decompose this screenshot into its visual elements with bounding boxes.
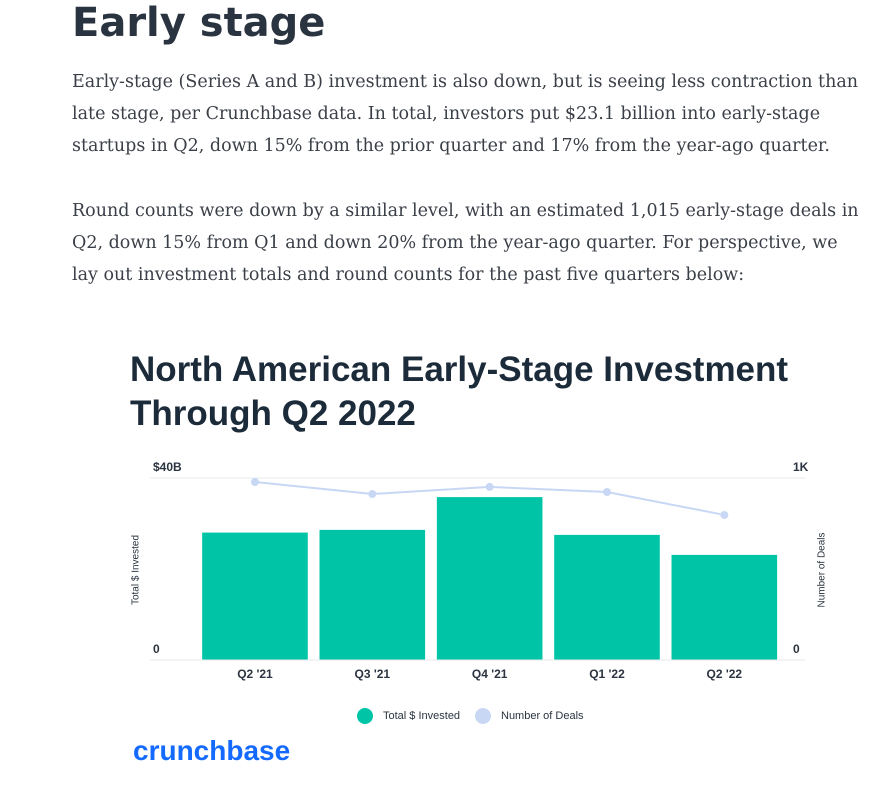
bar [671,554,778,660]
legend-swatch [357,708,373,724]
bar [319,529,426,660]
chart-title: North American Early-Stage Investment Th… [130,350,789,433]
x-tick-label: Q2 '22 [707,667,743,681]
bar [202,532,308,660]
paragraph: Round counts were down by a similar leve… [72,201,859,285]
y-axis-title: Total $ Invested [131,535,142,605]
point [368,490,377,499]
bar [554,534,660,660]
y-tick-label: $40B [153,460,182,474]
chart: 0 $40B 0 1K Total $ Invested Number of Deals Q… [131,460,828,724]
brand-logo: crunchbase [133,735,291,766]
x-tick-label: Q3 '21 [355,667,391,681]
x-tick-label: Q1 '22 [589,667,625,681]
point [602,488,611,497]
y2-tick-label: 0 [793,642,800,656]
point [250,478,259,487]
y2-tick-label: 1K [793,460,809,474]
y2-axis-title: Number of Deals [817,532,828,607]
paragraph: Early-stage (Series A and B) investment … [72,72,859,156]
legend-label: Total $ Invested [383,710,460,722]
legend-swatch [475,708,491,724]
legend-label: Number of Deals [501,710,584,722]
heading: Early stage [72,0,326,46]
y-tick-label: 0 [153,642,160,656]
point [720,510,729,519]
x-tick-label: Q2 '21 [237,667,273,681]
point [485,482,494,491]
x-tick-label: Q4 '21 [472,667,508,681]
bar [436,497,543,660]
